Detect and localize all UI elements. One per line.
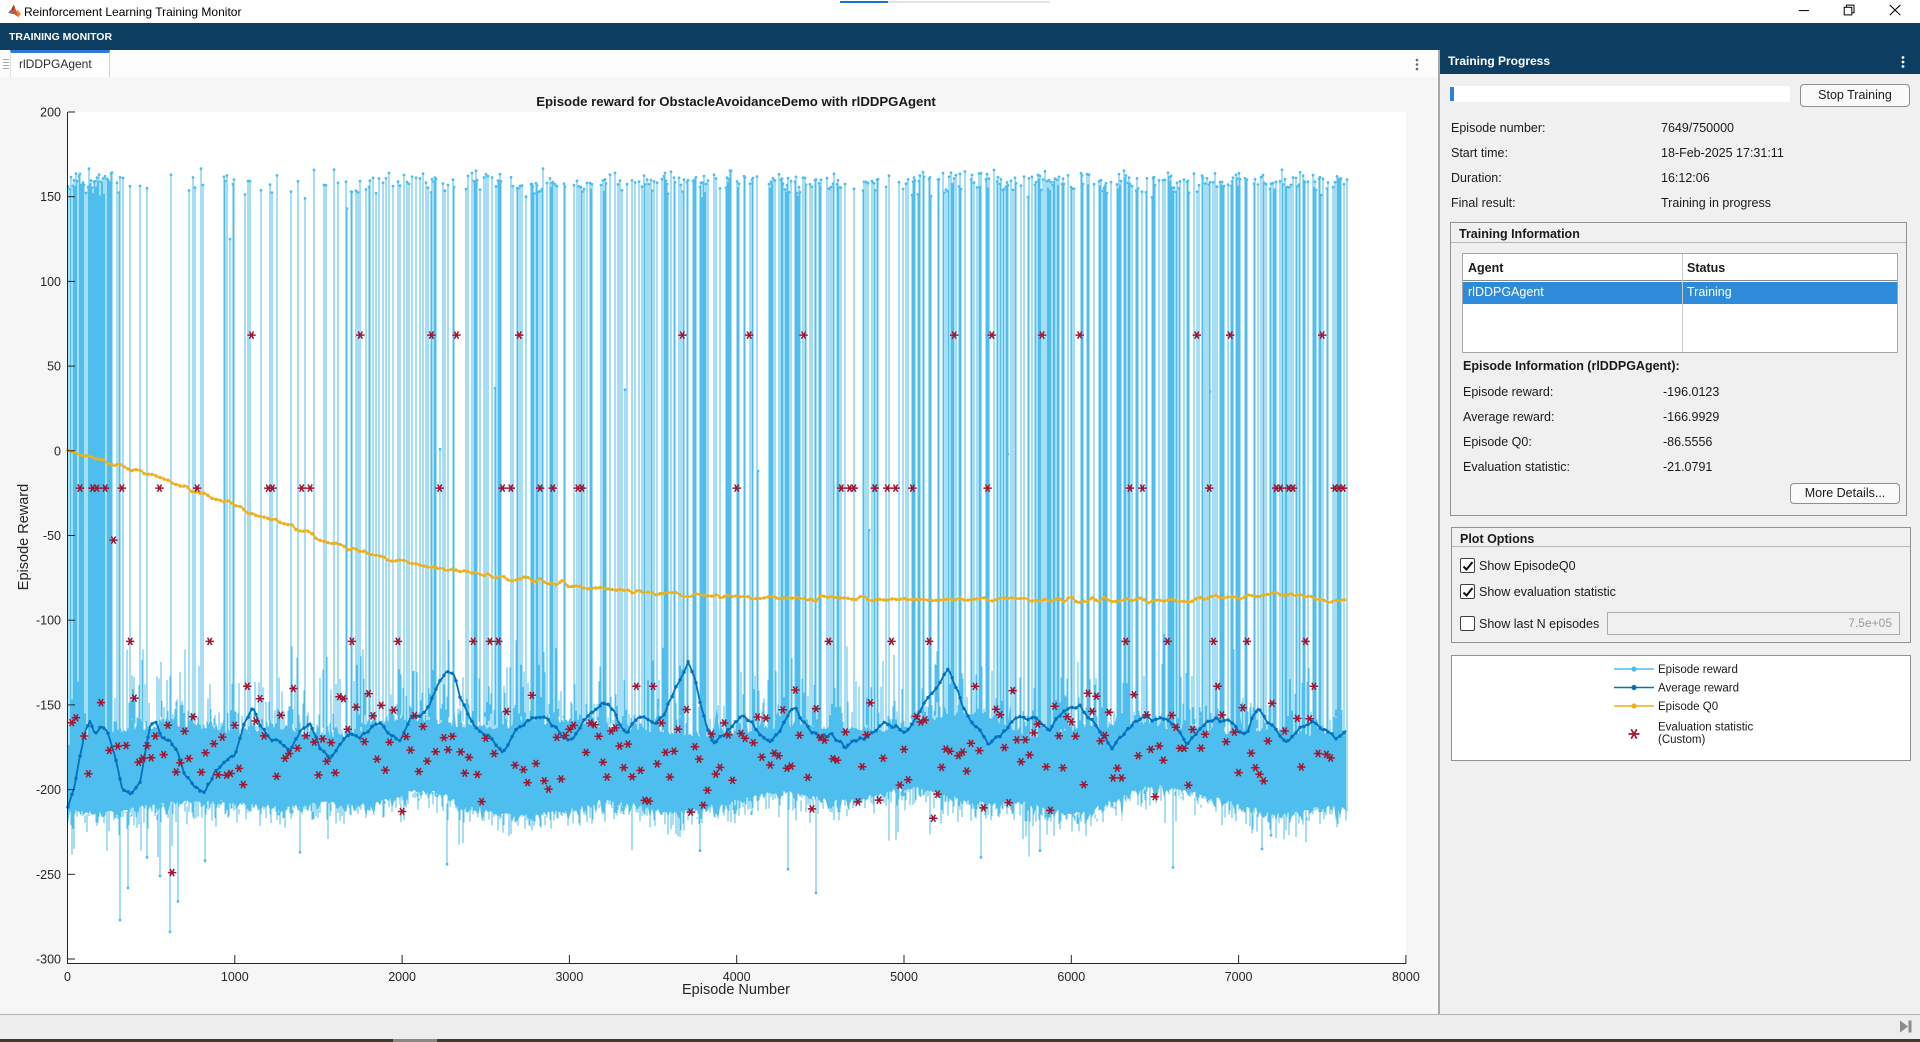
svg-text:0: 0 [54,444,61,458]
svg-text:-150: -150 [36,698,61,712]
svg-text:2000: 2000 [388,970,416,984]
svg-text:Evaluation statistic: Evaluation statistic [1658,722,1753,734]
svg-text:50: 50 [47,360,61,374]
svg-text:5000: 5000 [890,970,918,984]
svg-text:Episode Number: Episode Number [682,982,790,998]
svg-text:150: 150 [40,190,61,204]
svg-text:Episode Q0: Episode Q0 [1658,701,1718,713]
svg-text:200: 200 [40,106,61,120]
svg-text:6000: 6000 [1057,970,1085,984]
svg-text:-50: -50 [43,529,61,543]
svg-text:Episode Reward: Episode Reward [16,484,32,590]
svg-text:Episode reward for ObstacleAvo: Episode reward for ObstacleAvoidanceDemo… [536,94,936,109]
svg-text:1000: 1000 [221,970,249,984]
svg-text:-200: -200 [36,783,61,797]
svg-text:Episode reward: Episode reward [1658,664,1738,676]
svg-text:4000: 4000 [723,970,751,984]
svg-text:-100: -100 [36,614,61,628]
svg-text:3000: 3000 [555,970,583,984]
svg-text:7000: 7000 [1225,970,1253,984]
svg-text:100: 100 [40,275,61,289]
svg-text:8000: 8000 [1392,970,1420,984]
svg-text:-300: -300 [36,953,61,967]
svg-text:-250: -250 [36,868,61,882]
svg-text:(Custom): (Custom) [1658,734,1705,746]
svg-text:0: 0 [64,970,71,984]
svg-text:Average reward: Average reward [1658,683,1739,695]
